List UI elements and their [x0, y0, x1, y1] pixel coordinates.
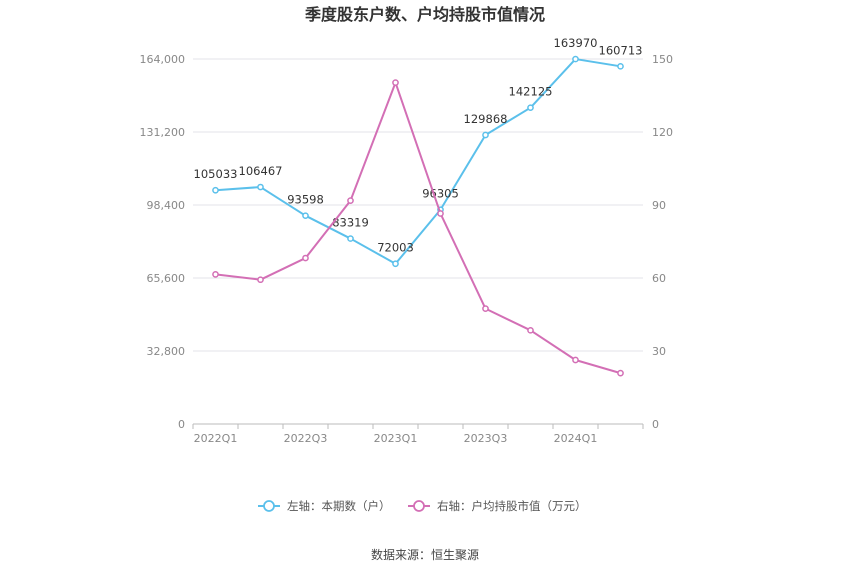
right-tick-label: 90 — [652, 199, 666, 212]
x-axis: 2022Q1 2022Q3 2023Q1 2023Q3 2024Q1 — [192, 424, 644, 445]
right-tick-label: 0 — [652, 418, 659, 431]
data-point[interactable] — [572, 356, 579, 364]
x-tick-label: 2024Q1 — [554, 432, 598, 445]
data-point[interactable] — [212, 271, 219, 278]
x-tick-label: 2023Q3 — [464, 432, 508, 445]
legend-marker-icon — [413, 500, 425, 512]
data-point[interactable] — [302, 254, 309, 262]
data-label: 142125 — [509, 85, 553, 99]
data-label: 106467 — [239, 164, 283, 178]
series-line — [215, 58, 621, 265]
legend-item[interactable]: 右轴：户均持股市值（万元） — [408, 499, 587, 513]
legend-item[interactable]: 左轴：本期数（户） — [258, 499, 391, 513]
data-label: 129868 — [464, 112, 508, 126]
data-label: 93598 — [287, 193, 324, 207]
right-tick-label: 60 — [652, 272, 666, 285]
data-point[interactable] — [257, 183, 264, 191]
data-point[interactable] — [347, 197, 354, 204]
legend[interactable]: 左轴：本期数（户） 右轴：户均持股市值（万元） — [258, 499, 587, 513]
chart-title: 季度股东户数、户均持股市值情况 — [304, 5, 545, 24]
legend-label: 左轴：本期数（户） — [287, 499, 391, 513]
left-tick-label: 164,000 — [140, 53, 186, 66]
data-label: 96305 — [422, 187, 459, 201]
left-axis: 0 32,800 65,600 98,400 131,200 164,000 — [140, 53, 186, 431]
source-note: 数据来源：恒生聚源 — [371, 547, 479, 562]
data-point[interactable] — [392, 79, 399, 86]
right-tick-label: 120 — [652, 126, 673, 139]
data-label: 105033 — [194, 167, 238, 181]
data-label: 83319 — [332, 216, 369, 230]
right-tick-label: 30 — [652, 345, 666, 358]
series-line — [215, 81, 621, 375]
data-label: 72003 — [377, 241, 414, 255]
left-tick-label: 0 — [178, 418, 185, 431]
grid-lines — [193, 58, 643, 425]
data-point[interactable] — [617, 369, 624, 377]
data-point[interactable] — [617, 62, 624, 70]
series-1: 105033 106467 93598 83319 72003 96305 12986814… — [194, 36, 643, 268]
legend-marker-icon — [263, 500, 275, 512]
data-point[interactable] — [437, 210, 444, 217]
series-layer: 105033 106467 93598 83319 72003 96305 12986814… — [194, 36, 643, 377]
right-axis: 0 30 60 90 120 150 — [652, 53, 673, 431]
data-point[interactable] — [212, 186, 219, 194]
left-tick-label: 131,200 — [140, 126, 186, 139]
data-label: 160713 — [599, 43, 643, 57]
data-point[interactable] — [302, 212, 309, 220]
x-tick-label: 2023Q1 — [374, 432, 418, 445]
left-tick-label: 65,600 — [147, 272, 186, 285]
data-point[interactable] — [482, 131, 489, 139]
left-tick-label: 98,400 — [147, 199, 186, 212]
x-tick-label: 2022Q1 — [194, 432, 238, 445]
left-tick-label: 32,800 — [147, 345, 186, 358]
data-point[interactable] — [527, 104, 534, 112]
data-point[interactable] — [572, 55, 579, 63]
data-point[interactable] — [347, 235, 354, 242]
series-2 — [212, 79, 624, 377]
data-point[interactable] — [527, 326, 534, 334]
data-point[interactable] — [392, 260, 399, 268]
data-label: 163970 — [554, 36, 598, 50]
data-point[interactable] — [482, 305, 489, 313]
x-tick-label: 2022Q3 — [284, 432, 328, 445]
data-point[interactable] — [257, 276, 264, 284]
legend-label: 右轴：户均持股市值（万元） — [437, 499, 587, 513]
right-tick-label: 150 — [652, 53, 673, 66]
